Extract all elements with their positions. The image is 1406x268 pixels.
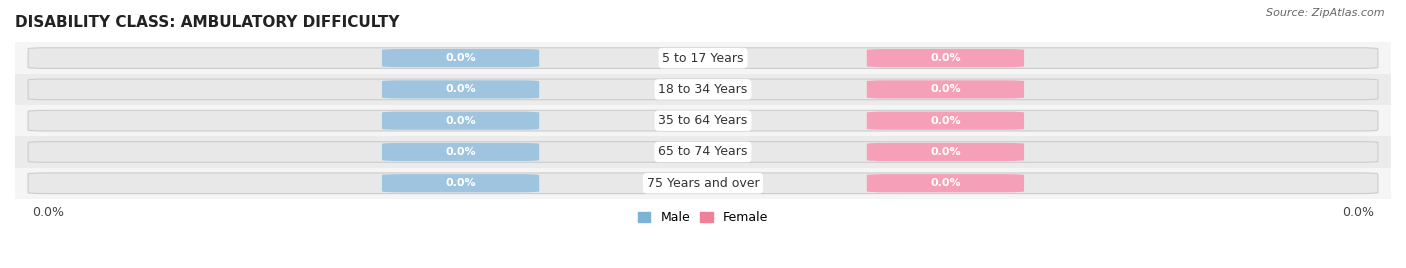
FancyBboxPatch shape <box>868 80 1024 98</box>
Text: 5 to 17 Years: 5 to 17 Years <box>662 52 744 65</box>
FancyBboxPatch shape <box>868 111 1024 130</box>
Text: 0.0%: 0.0% <box>931 53 960 63</box>
FancyBboxPatch shape <box>28 173 1378 193</box>
Legend: Male, Female: Male, Female <box>633 206 773 229</box>
Bar <box>15 42 1391 74</box>
Text: 18 to 34 Years: 18 to 34 Years <box>658 83 748 96</box>
Text: DISABILITY CLASS: AMBULATORY DIFFICULTY: DISABILITY CLASS: AMBULATORY DIFFICULTY <box>15 15 399 30</box>
Text: 0.0%: 0.0% <box>446 53 475 63</box>
FancyBboxPatch shape <box>28 110 1378 131</box>
FancyBboxPatch shape <box>28 142 1378 162</box>
Text: 0.0%: 0.0% <box>446 147 475 157</box>
Text: Source: ZipAtlas.com: Source: ZipAtlas.com <box>1267 8 1385 18</box>
Text: 0.0%: 0.0% <box>446 84 475 94</box>
FancyBboxPatch shape <box>28 48 1378 68</box>
Text: 65 to 74 Years: 65 to 74 Years <box>658 146 748 158</box>
FancyBboxPatch shape <box>868 143 1024 161</box>
Text: 75 Years and over: 75 Years and over <box>647 177 759 190</box>
Bar <box>15 136 1391 168</box>
FancyBboxPatch shape <box>382 49 538 67</box>
Text: 0.0%: 0.0% <box>931 147 960 157</box>
Text: 0.0%: 0.0% <box>446 178 475 188</box>
Bar <box>15 168 1391 199</box>
FancyBboxPatch shape <box>382 174 538 192</box>
Bar <box>15 105 1391 136</box>
FancyBboxPatch shape <box>868 174 1024 192</box>
Text: 0.0%: 0.0% <box>931 178 960 188</box>
FancyBboxPatch shape <box>868 49 1024 67</box>
FancyBboxPatch shape <box>28 79 1378 100</box>
Text: 35 to 64 Years: 35 to 64 Years <box>658 114 748 127</box>
FancyBboxPatch shape <box>382 80 538 98</box>
Bar <box>15 74 1391 105</box>
Text: 0.0%: 0.0% <box>446 116 475 126</box>
Text: 0.0%: 0.0% <box>931 84 960 94</box>
FancyBboxPatch shape <box>382 143 538 161</box>
Text: 0.0%: 0.0% <box>931 116 960 126</box>
FancyBboxPatch shape <box>382 111 538 130</box>
